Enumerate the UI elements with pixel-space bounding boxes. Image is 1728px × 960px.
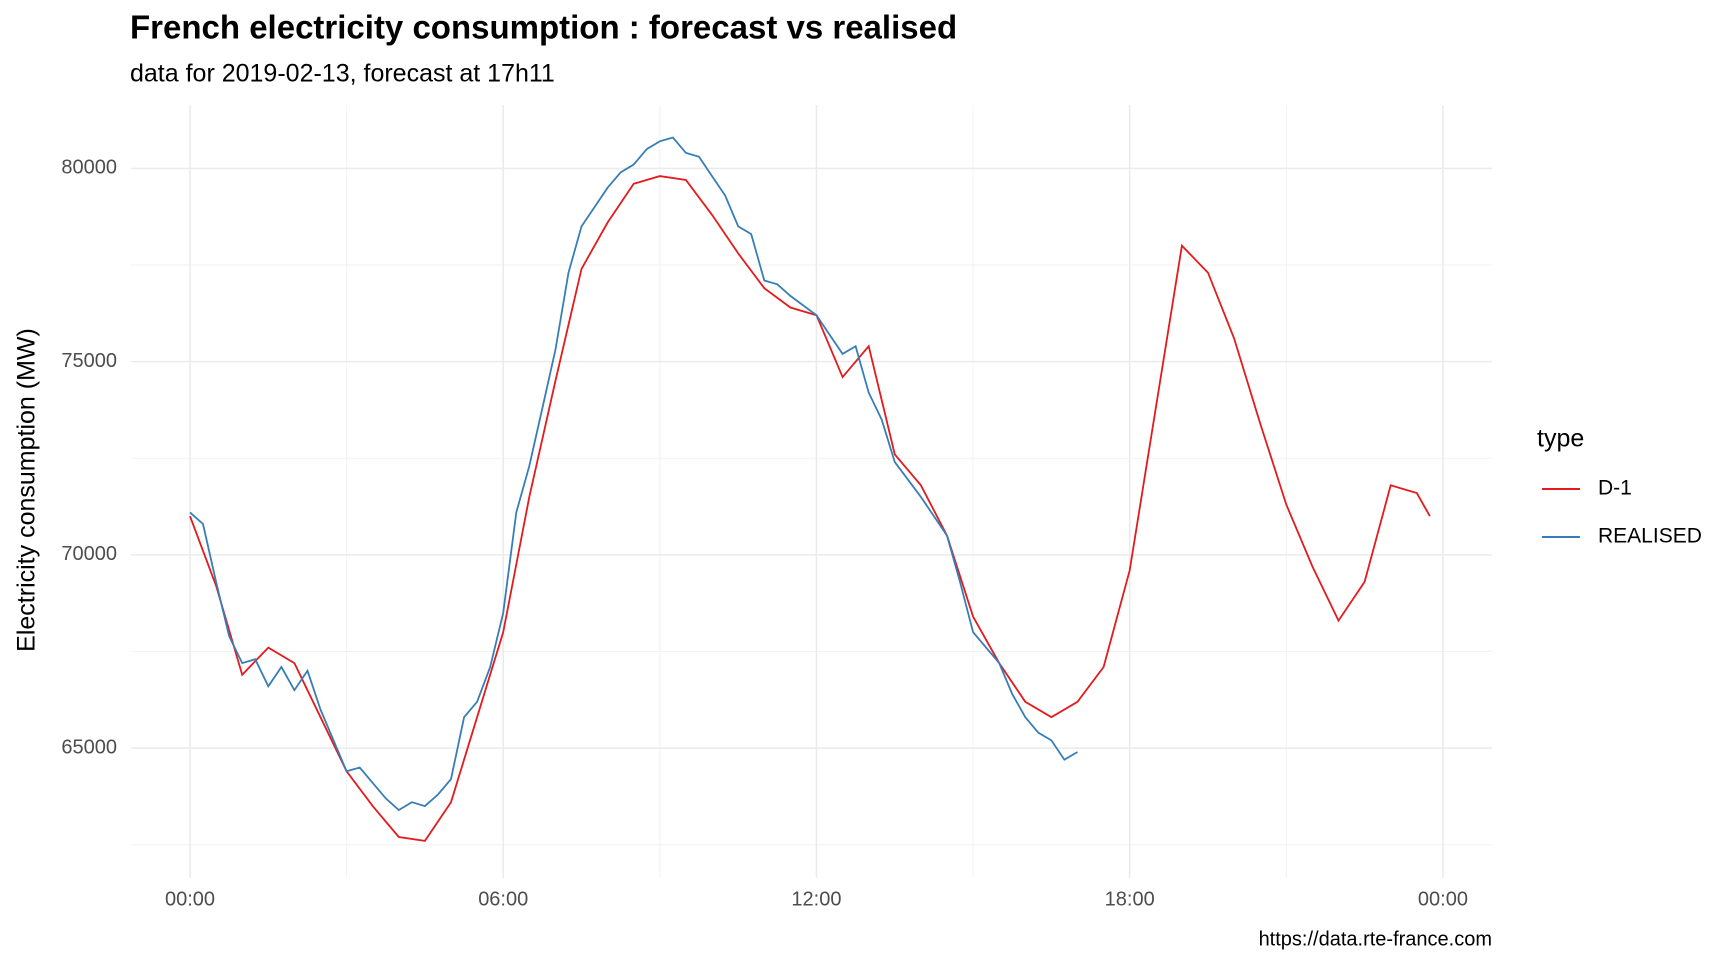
legend-label: REALISED xyxy=(1598,525,1702,548)
y-tick-label: 70000 xyxy=(61,543,117,565)
x-tick-label: 06:00 xyxy=(478,888,528,910)
y-tick-label: 80000 xyxy=(61,157,117,179)
x-tick-label: 18:00 xyxy=(1105,888,1155,910)
legend-label: D-1 xyxy=(1598,477,1632,500)
y-axis-title: Electricity consumption (MW) xyxy=(13,328,41,652)
chart-subtitle: data for 2019-02-13, forecast at 17h11 xyxy=(130,60,555,88)
legend-title: type xyxy=(1537,425,1584,453)
chart-title: French electricity consumption : forecas… xyxy=(130,9,957,46)
series-line xyxy=(189,136,1078,812)
series-line xyxy=(189,175,1431,842)
caption: https://data.rte-france.com xyxy=(1259,928,1492,950)
x-tick-label: 12:00 xyxy=(791,888,841,910)
x-tick-label: 00:00 xyxy=(1418,888,1468,910)
y-tick-label: 75000 xyxy=(61,350,117,372)
y-tick-label: 65000 xyxy=(61,736,117,758)
x-tick-label: 00:00 xyxy=(165,888,215,910)
